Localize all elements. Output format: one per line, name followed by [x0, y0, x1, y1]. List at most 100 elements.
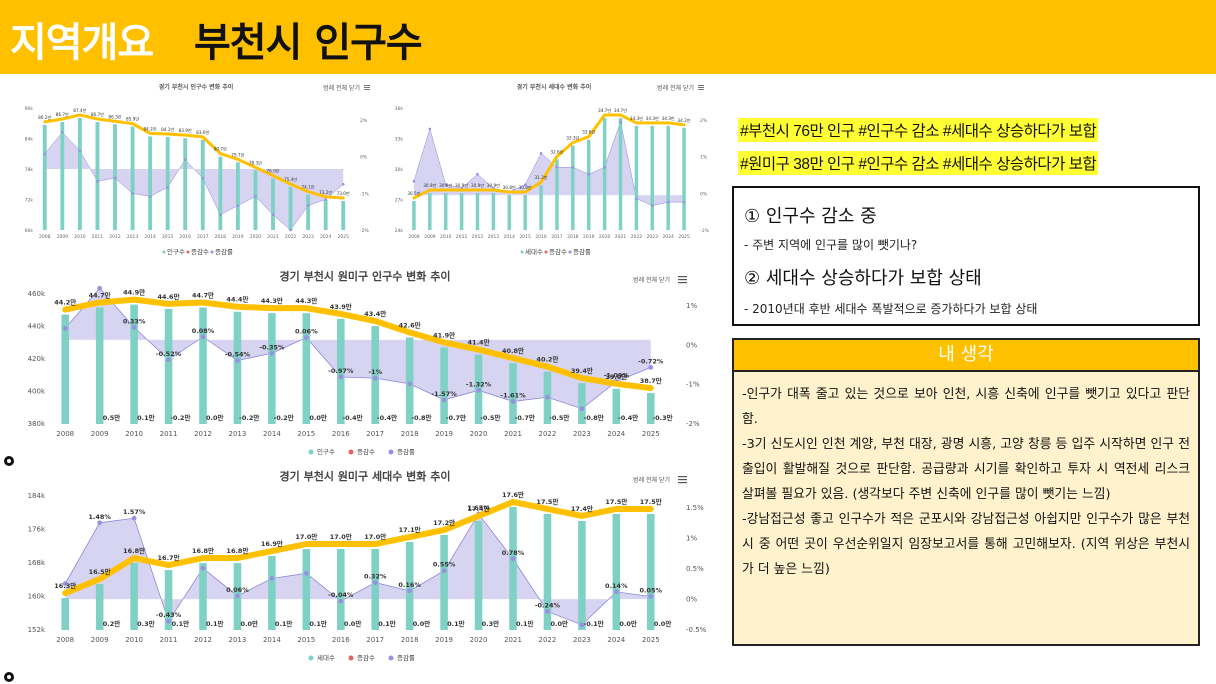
hamburger-menu-icon[interactable] [698, 85, 704, 90]
x-tick-label: 2009 [57, 234, 69, 240]
x-tick-label: 2016 [535, 234, 547, 240]
bar [233, 311, 242, 424]
legend-item[interactable]: 세대수 [308, 653, 335, 662]
legend-toggle-button[interactable]: 범례 전체 닫기 [633, 276, 670, 284]
legend-toggle-button[interactable]: 범례 전체 닫기 [323, 84, 360, 92]
x-tick-label: 2019 [435, 636, 453, 644]
bar [428, 193, 432, 230]
x-tick-label: 2010 [125, 430, 143, 438]
legend-item[interactable]: 증감수 [544, 248, 567, 256]
data-label: 17.0만 [364, 532, 386, 541]
legend-item[interactable]: 증감수 [348, 654, 375, 662]
rate-label: 1.57% [123, 508, 146, 516]
bar [183, 138, 188, 230]
data-label: 44.7만 [89, 290, 111, 299]
hamburger-menu-icon[interactable] [364, 85, 370, 90]
legend-toggle-button[interactable]: 범례 전체 닫기 [633, 476, 670, 484]
legend-item[interactable]: 증감률 [568, 248, 591, 256]
scroll-to-top-icon[interactable] [4, 456, 14, 466]
x-tick-label: 2022 [631, 234, 643, 240]
bar [646, 513, 655, 630]
scroll-to-top-icon[interactable] [4, 672, 14, 682]
legend-label: 인구수 [317, 447, 335, 456]
rate-label: 0.14% [605, 582, 628, 590]
data-label: 73.0만 [337, 190, 350, 196]
x-tick-label: 2023 [302, 234, 314, 240]
bar [578, 383, 586, 424]
y-tick-label: 33k [395, 137, 404, 143]
rate-point [428, 127, 432, 131]
data-label: 17.5만 [605, 497, 627, 506]
legend-item[interactable]: 인구수 [308, 447, 335, 456]
data-label: 76.9만 [266, 167, 279, 173]
y-tick-label: 460k [28, 290, 46, 298]
x-tick-label: 2022 [539, 636, 557, 644]
y2-tick-label: 1% [686, 302, 697, 310]
hashtag-line: #부천시 76만 인구 #인구수 감소 #세대수 상승하다가 보합 [738, 118, 1099, 142]
hamburger-menu-icon[interactable] [678, 476, 687, 484]
bar [200, 139, 205, 230]
legend-item[interactable]: 증감률 [388, 654, 415, 662]
data-label: 44.6만 [158, 292, 180, 301]
change-label: -0.2만 [239, 413, 259, 422]
x-tick-label: 2011 [456, 234, 468, 240]
rate-label: 0.08% [192, 327, 215, 335]
bar [578, 520, 586, 630]
legend-label: 증감률 [573, 248, 591, 256]
y-tick-label: 152k [28, 626, 46, 634]
legend-item[interactable]: 증감률 [210, 248, 233, 256]
x-tick-label: 2019 [435, 430, 453, 438]
x-tick-label: 2023 [573, 430, 591, 438]
rate-label: -0.72% [638, 357, 664, 365]
bar [95, 307, 104, 424]
data-label: 34.2만 [677, 117, 690, 123]
legend-label: 증감률 [397, 654, 415, 662]
x-tick-label: 2008 [408, 234, 420, 240]
bar [405, 541, 414, 630]
data-label: 30.9만 [487, 182, 500, 188]
legend-item[interactable]: 세대수 [520, 247, 543, 256]
chart-bucheon-households: 경기 부천시 세대수 변화 추이 범례 전체 닫기 36k 33k 30k 27k 24k 2… [392, 78, 716, 268]
data-label: 16.7만 [158, 553, 180, 562]
y2-tick-label: 0% [360, 155, 368, 161]
change-label: 0.1만 [447, 619, 465, 628]
bar [199, 563, 207, 630]
rate-point [476, 387, 481, 393]
data-label: 30.9만 [455, 182, 468, 188]
legend-item[interactable]: 증감수 [348, 448, 375, 456]
rate-point [510, 399, 516, 404]
rate-point [648, 594, 654, 599]
legend-marker [544, 250, 548, 254]
rate-point [555, 165, 559, 169]
x-tick-label: 2018 [401, 430, 419, 438]
legend-item[interactable]: 증감수 [186, 248, 209, 256]
bar [218, 156, 223, 230]
bar [130, 126, 135, 230]
rate-point [219, 213, 222, 217]
legend-toggle-button[interactable]: 범례 전체 닫기 [657, 84, 694, 92]
y2-tick-label: 1.5% [686, 504, 704, 512]
rate-label: 1.65% [467, 504, 490, 512]
rate-point [254, 195, 257, 198]
data-label: 30.9만 [471, 182, 484, 188]
data-label: 17.1만 [399, 525, 421, 534]
hamburger-menu-icon[interactable] [678, 276, 687, 284]
bar [268, 556, 276, 630]
legend-label: 증감수 [549, 248, 567, 256]
y-tick-label: 36k [395, 106, 404, 112]
data-label: 83.6만 [196, 129, 209, 135]
data-label: 33.6만 [582, 129, 595, 135]
rate-point [407, 381, 413, 387]
x-tick-label: 2020 [470, 636, 488, 644]
legend-item[interactable]: 증감률 [388, 448, 415, 456]
rate-point [476, 172, 479, 176]
my-thought-paragraph: -강남접근성 좋고 인구수가 적은 군포시와 강남접근성 아쉽지만 인구수가 많… [742, 512, 1190, 577]
change-label: -0.8만 [411, 413, 431, 422]
change-label: 0.1만 [275, 619, 293, 628]
legend-marker [388, 655, 394, 661]
data-label: 34.3만 [662, 115, 675, 121]
change-label: 0.0만 [550, 619, 568, 628]
value-line [412, 113, 686, 200]
legend-item[interactable]: 인구수 [162, 247, 185, 256]
change-label: 0.3만 [137, 619, 155, 628]
